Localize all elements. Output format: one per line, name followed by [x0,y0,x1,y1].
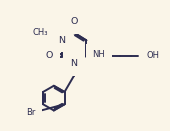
Text: Br: Br [26,108,35,117]
Text: OH: OH [146,51,159,60]
Text: N: N [58,36,65,45]
Text: CH₃: CH₃ [32,28,48,37]
Text: O: O [45,51,53,60]
Text: O: O [70,17,78,26]
Text: NH: NH [92,50,105,59]
Text: N: N [70,59,78,68]
